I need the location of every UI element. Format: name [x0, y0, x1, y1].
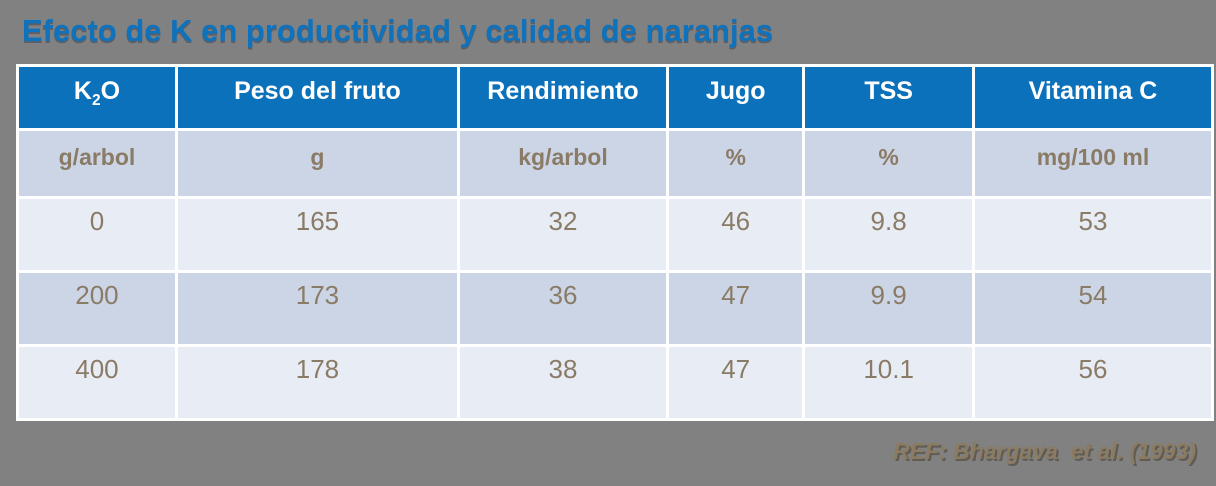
cell-rendimiento: 36: [456, 270, 670, 347]
unit-cell-jugo: %: [666, 128, 806, 199]
cell-peso: 165: [174, 196, 460, 273]
header-cell-vitamina-c: Vitamina C: [971, 64, 1215, 131]
unit-cell-rendimiento: kg/arbol: [456, 128, 670, 199]
reference-text: REF: Bhargava et al. (1993): [893, 438, 1196, 464]
unit-cell-k2o: g/arbol: [16, 128, 178, 199]
k2o-rest: O: [100, 77, 121, 105]
data-table: K2O Peso del fruto Rendimiento Jugo TSS …: [16, 64, 1215, 421]
header-cell-rendimiento: Rendimiento: [456, 64, 670, 131]
cell-rendimiento: 38: [456, 344, 670, 421]
cell-tss: 10.1: [802, 344, 975, 421]
cell-rendimiento: 32: [456, 196, 670, 273]
table-row: 400 178 38 47 10.1 56: [16, 344, 1215, 421]
header-cell-peso: Peso del fruto: [174, 64, 460, 131]
header-cell-tss: TSS: [802, 64, 975, 131]
header-cell-k2o: K2O: [16, 64, 178, 131]
k2o-subscript: 2: [91, 92, 101, 109]
cell-peso: 178: [174, 344, 460, 421]
cell-k2o: 0: [16, 196, 178, 273]
cell-jugo: 47: [666, 344, 806, 421]
unit-cell-vitamina-c: mg/100 ml: [971, 128, 1215, 199]
units-row: g/arbol g kg/arbol % % mg/100 ml: [16, 128, 1215, 199]
header-cell-jugo: Jugo: [666, 64, 806, 131]
table-row: 0 165 32 46 9.8 53: [16, 196, 1215, 273]
cell-jugo: 47: [666, 270, 806, 347]
cell-vitamina-c: 53: [971, 196, 1215, 273]
unit-cell-tss: %: [802, 128, 975, 199]
cell-peso: 173: [174, 270, 460, 347]
table-row: 200 173 36 47 9.9 54: [16, 270, 1215, 347]
slide-title: Efecto de K en productividad y calidad d…: [22, 13, 774, 48]
k2o-base: K: [73, 77, 92, 105]
cell-vitamina-c: 54: [971, 270, 1215, 347]
header-row: K2O Peso del fruto Rendimiento Jugo TSS …: [16, 64, 1215, 131]
cell-vitamina-c: 56: [971, 344, 1215, 421]
cell-k2o: 400: [16, 344, 178, 421]
cell-k2o: 200: [16, 270, 178, 347]
unit-cell-peso: g: [174, 128, 460, 199]
cell-jugo: 46: [666, 196, 806, 273]
cell-tss: 9.8: [802, 196, 975, 273]
cell-tss: 9.9: [802, 270, 975, 347]
